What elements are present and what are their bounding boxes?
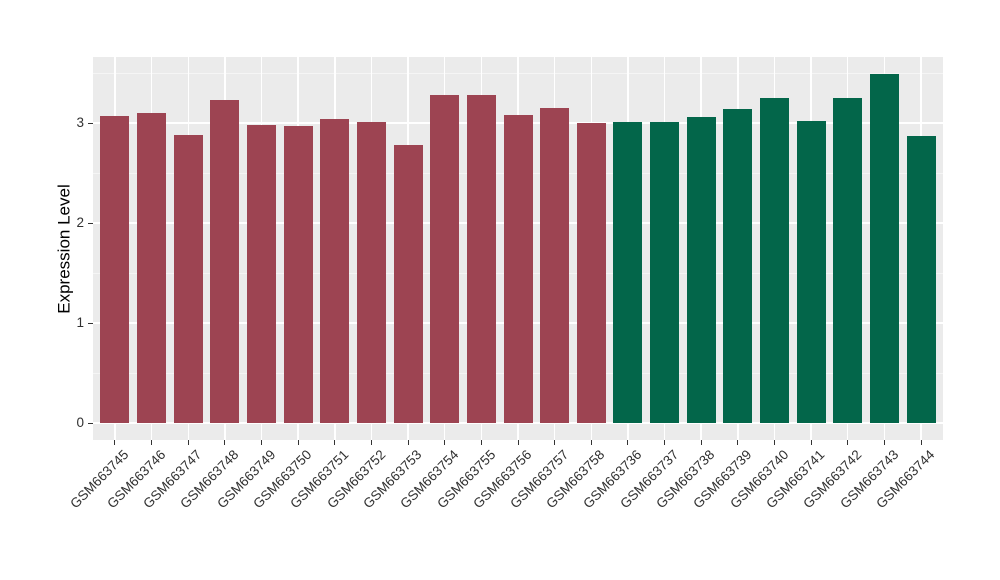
y-tick-mark — [88, 122, 93, 124]
x-tick-mark — [664, 440, 666, 445]
y-tick-label: 1 — [76, 315, 84, 330]
x-tick-mark — [590, 440, 592, 445]
bar — [283, 126, 313, 423]
bar — [173, 135, 203, 423]
bar — [393, 145, 423, 423]
bar — [137, 113, 167, 423]
bar — [686, 117, 716, 423]
x-tick-mark — [297, 440, 299, 445]
bar — [723, 109, 753, 423]
y-axis-title-text: Expression Level — [55, 183, 74, 314]
x-tick-mark — [334, 440, 336, 445]
y-tick-mark — [88, 322, 93, 324]
x-tick-mark — [810, 440, 812, 445]
x-tick-mark — [554, 440, 556, 445]
x-tick-mark — [920, 440, 922, 445]
y-tick-mark — [88, 422, 93, 424]
bar — [100, 116, 130, 423]
bar — [356, 122, 386, 423]
bar — [869, 74, 899, 423]
x-tick-mark — [737, 440, 739, 445]
bar — [796, 121, 826, 423]
bar — [430, 95, 460, 423]
x-tick-mark — [700, 440, 702, 445]
bar — [540, 108, 570, 423]
x-tick-mark — [261, 440, 263, 445]
x-tick-mark — [407, 440, 409, 445]
bar — [466, 95, 496, 423]
plot-panel — [93, 57, 943, 440]
bar — [906, 136, 936, 423]
y-tick-mark — [88, 222, 93, 224]
x-tick-mark — [627, 440, 629, 445]
x-tick-mark — [151, 440, 153, 445]
bar — [210, 100, 240, 423]
bar — [833, 98, 863, 423]
x-tick-mark — [370, 440, 372, 445]
bar — [650, 122, 680, 423]
x-tick-mark — [480, 440, 482, 445]
x-tick-mark — [114, 440, 116, 445]
x-tick-mark — [224, 440, 226, 445]
y-tick-label: 3 — [76, 115, 84, 130]
x-tick-mark — [847, 440, 849, 445]
bar — [247, 125, 277, 423]
bar — [503, 115, 533, 423]
bar — [613, 122, 643, 423]
x-tick-mark — [517, 440, 519, 445]
y-tick-label: 2 — [76, 215, 84, 230]
bar — [320, 119, 350, 423]
x-tick-mark — [773, 440, 775, 445]
x-tick-mark — [883, 440, 885, 445]
y-tick-label: 0 — [76, 415, 84, 430]
x-tick-mark — [187, 440, 189, 445]
x-tick-mark — [444, 440, 446, 445]
bar — [576, 123, 606, 423]
bar — [759, 98, 789, 423]
